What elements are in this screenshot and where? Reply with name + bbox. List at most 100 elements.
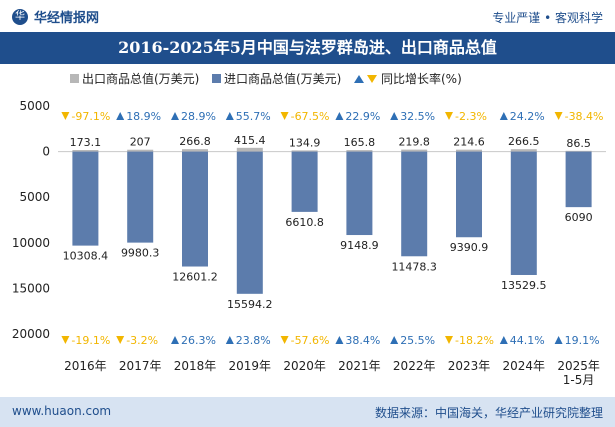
brand-name: 华经情报网 bbox=[34, 11, 100, 26]
import-value-label: 13529.5 bbox=[501, 279, 547, 292]
growth-up-triangle-icon-export bbox=[171, 112, 179, 120]
export-bar bbox=[127, 149, 154, 152]
import-value-label: 12601.2 bbox=[172, 271, 218, 284]
growth-label-export: 24.2% bbox=[510, 110, 545, 123]
export-bar bbox=[510, 149, 537, 152]
growth-down-triangle-icon-import bbox=[280, 336, 289, 344]
export-value-label: 165.8 bbox=[344, 136, 376, 149]
export-value-label: 173.1 bbox=[70, 136, 102, 149]
growth-up-triangle-icon-export bbox=[390, 112, 399, 120]
export-value-label: 266.5 bbox=[508, 135, 540, 148]
export-value-label: 134.9 bbox=[289, 136, 321, 149]
import-bar bbox=[456, 151, 482, 238]
x-tick-label: 2023年 bbox=[448, 359, 491, 373]
export-value-label: 415.4 bbox=[234, 134, 266, 147]
top-bar: 华 华经情报网 专业严谨 • 客观科学 bbox=[0, 0, 615, 32]
brand-logo-icon: 华 bbox=[12, 8, 28, 25]
growth-up-triangle-icon-import bbox=[554, 336, 563, 344]
growth-label-export: -38.4% bbox=[565, 110, 604, 123]
export-value-label: 219.8 bbox=[398, 136, 430, 149]
footer: www.huaon.com 数据来源：中国海关，华经产业研究院整理 bbox=[0, 397, 615, 427]
x-tick-label: 1-5月 bbox=[563, 373, 595, 387]
brand: 华 华经情报网 bbox=[12, 7, 99, 26]
growth-down-triangle-icon-export bbox=[445, 112, 453, 120]
growth-down-triangle-icon-import bbox=[445, 336, 453, 344]
export-bar bbox=[346, 150, 373, 152]
growth-label-import: 44.1% bbox=[510, 334, 545, 347]
import-value-label: 9980.3 bbox=[121, 247, 160, 260]
y-tick-label: 5000 bbox=[19, 190, 50, 204]
title-bar: 2016-2025年5月中国与法罗群岛进、出口商品总值 bbox=[0, 32, 615, 64]
export-bar bbox=[182, 149, 208, 152]
growth-label-import: 38.4% bbox=[345, 334, 380, 347]
y-tick-label: 10000 bbox=[12, 236, 50, 250]
import-value-label: 6090 bbox=[565, 211, 593, 224]
growth-label-export: -97.1% bbox=[71, 110, 110, 123]
import-value-label: 9148.9 bbox=[340, 239, 379, 252]
export-bar bbox=[456, 149, 482, 152]
growth-up-triangle-icon-export bbox=[116, 112, 125, 120]
x-tick-label: 2024年 bbox=[503, 359, 546, 373]
growth-up-triangle-icon-export bbox=[335, 112, 344, 120]
website-link[interactable]: www.huaon.com bbox=[12, 404, 112, 418]
growth-down-triangle-icon-import bbox=[61, 336, 70, 344]
growth-label-export: 18.9% bbox=[126, 110, 161, 123]
growth-label-import: 19.1% bbox=[565, 334, 600, 347]
export-bar bbox=[401, 149, 428, 152]
import-bar bbox=[401, 151, 428, 257]
y-tick-label: 15000 bbox=[12, 281, 50, 295]
export-bar bbox=[72, 150, 99, 152]
growth-up-triangle-icon-import bbox=[390, 336, 399, 344]
legend-label-growth: 同比增长率(%) bbox=[381, 71, 462, 86]
import-bar bbox=[72, 151, 99, 246]
growth-label-import: -18.2% bbox=[455, 334, 494, 347]
export-bar bbox=[291, 150, 318, 152]
import-value-label: 11478.3 bbox=[391, 260, 437, 273]
growth-label-import: -57.6% bbox=[291, 334, 330, 347]
import-bar bbox=[182, 151, 208, 267]
growth-label-import: 23.8% bbox=[236, 334, 271, 347]
import-bar bbox=[565, 151, 592, 208]
y-tick-label: 20000 bbox=[12, 327, 50, 341]
chart-title: 2016-2025年5月中国与法罗群岛进、出口商品总值 bbox=[118, 38, 497, 57]
growth-up-triangle-icon-export bbox=[225, 112, 234, 120]
import-value-label: 10308.4 bbox=[63, 250, 109, 263]
growth-label-export: 32.5% bbox=[400, 110, 435, 123]
export-bar bbox=[565, 150, 592, 152]
growth-down-triangle-icon-export bbox=[61, 112, 70, 120]
growth-label-export: 28.9% bbox=[181, 110, 216, 123]
x-tick-label: 2016年 bbox=[64, 359, 107, 373]
import-value-label: 9390.9 bbox=[450, 241, 489, 254]
growth-up-triangle-icon-import bbox=[499, 336, 508, 344]
import-value-label: 6610.8 bbox=[285, 216, 324, 229]
legend-label-export: 出口商品总值(万美元) bbox=[82, 71, 199, 86]
growth-down-triangle-icon-export bbox=[280, 112, 289, 120]
growth-up-triangle-icon-import bbox=[171, 336, 179, 344]
x-tick-label: 2019年 bbox=[229, 359, 272, 373]
chart: 出口商品总值(万美元) 进口商品总值(万美元) 同比增长率(%) 5000 0 5000 1… bbox=[12, 71, 606, 387]
legend-down-triangle-icon bbox=[367, 75, 377, 83]
growth-label-export: 22.9% bbox=[345, 110, 380, 123]
legend-swatch-import bbox=[212, 74, 221, 83]
x-tick-label: 2018年 bbox=[174, 359, 217, 373]
export-value-label: 207 bbox=[130, 136, 151, 149]
x-tick-label: 2017年 bbox=[119, 359, 162, 373]
growth-label-import: 26.3% bbox=[181, 334, 216, 347]
growth-label-export: -67.5% bbox=[291, 110, 330, 123]
export-value-label: 266.8 bbox=[179, 135, 211, 148]
growth-up-triangle-icon-import bbox=[335, 336, 344, 344]
legend-up-triangle-icon bbox=[354, 75, 364, 83]
legend-label-import: 进口商品总值(万美元) bbox=[224, 71, 341, 86]
growth-down-triangle-icon-import bbox=[116, 336, 125, 344]
x-tick-label: 2020年 bbox=[283, 359, 326, 373]
export-bar bbox=[236, 147, 263, 152]
import-bar bbox=[346, 151, 373, 236]
growth-label-import: -19.1% bbox=[71, 334, 110, 347]
x-tick-label: 2021年 bbox=[338, 359, 381, 373]
data-source: 数据来源：中国海关，华经产业研究院整理 bbox=[374, 406, 603, 420]
x-tick-label: 2025年 bbox=[557, 359, 600, 373]
y-tick-label: 0 bbox=[42, 145, 50, 159]
slogan: 专业严谨 • 客观科学 bbox=[492, 11, 603, 25]
import-bar bbox=[236, 151, 263, 294]
import-bar bbox=[127, 151, 154, 243]
